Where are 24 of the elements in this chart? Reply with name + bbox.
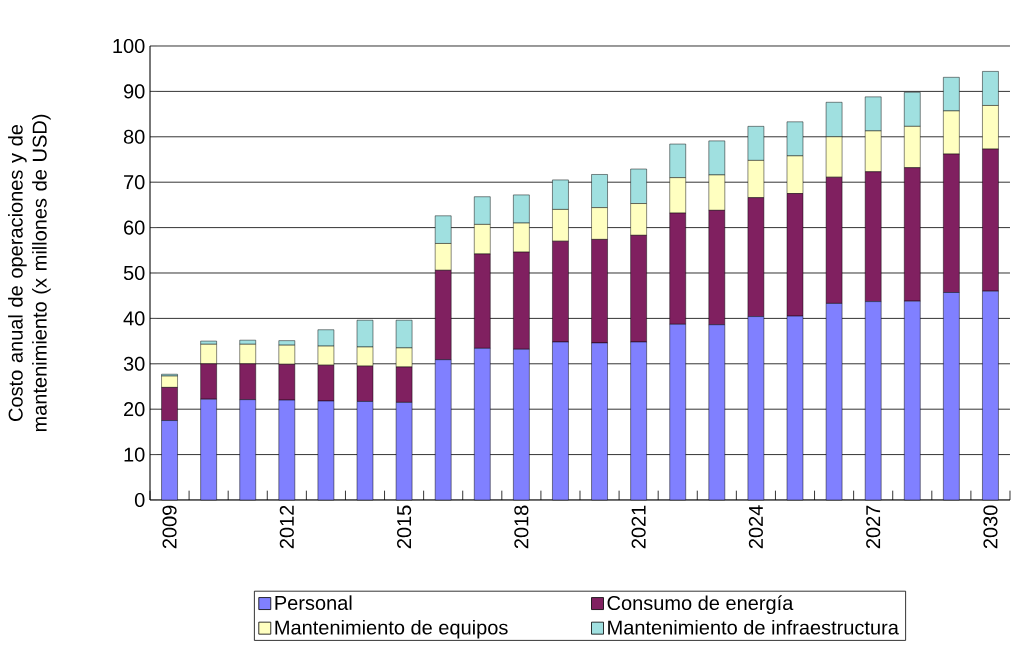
y-tick-label: 60 [124,220,145,235]
y-tick-label: 0 [134,492,145,508]
y-tick-label: 40 [123,311,145,326]
y-tick-label: 70 [124,175,145,190]
y-tick-label: 10 [124,447,145,462]
x-tick-label: 2015 [397,505,412,549]
x-tick-label: 2012 [279,505,294,549]
x-tick-label: 2027 [866,505,881,549]
legend-label: Mantenimiento de equipos [275,619,508,639]
legend-label: Mantenimiento de infraestructura [608,619,899,635]
y-tick-label: 80 [123,129,145,144]
y-axis-title: Costo anual de operaciones y de mantenimiento (x millones de USD) [8,114,51,432]
y-tick-label: 100 [113,38,145,54]
x-tick-label: 2021 [631,505,646,549]
y-tick-label: 30 [123,356,145,371]
x-tick-label: 2018 [514,505,529,549]
legend-label: Consumo de energía [607,595,794,615]
x-tick-label: 2024 [748,505,763,549]
x-tick-label: 2009 [162,505,177,549]
y-tick-label: 20 [124,402,145,417]
y-tick-label: 90 [123,84,145,99]
y-tick-label: 50 [123,265,145,281]
x-tick-label: 2030 [983,505,998,549]
legend-label: Personal [275,595,352,610]
